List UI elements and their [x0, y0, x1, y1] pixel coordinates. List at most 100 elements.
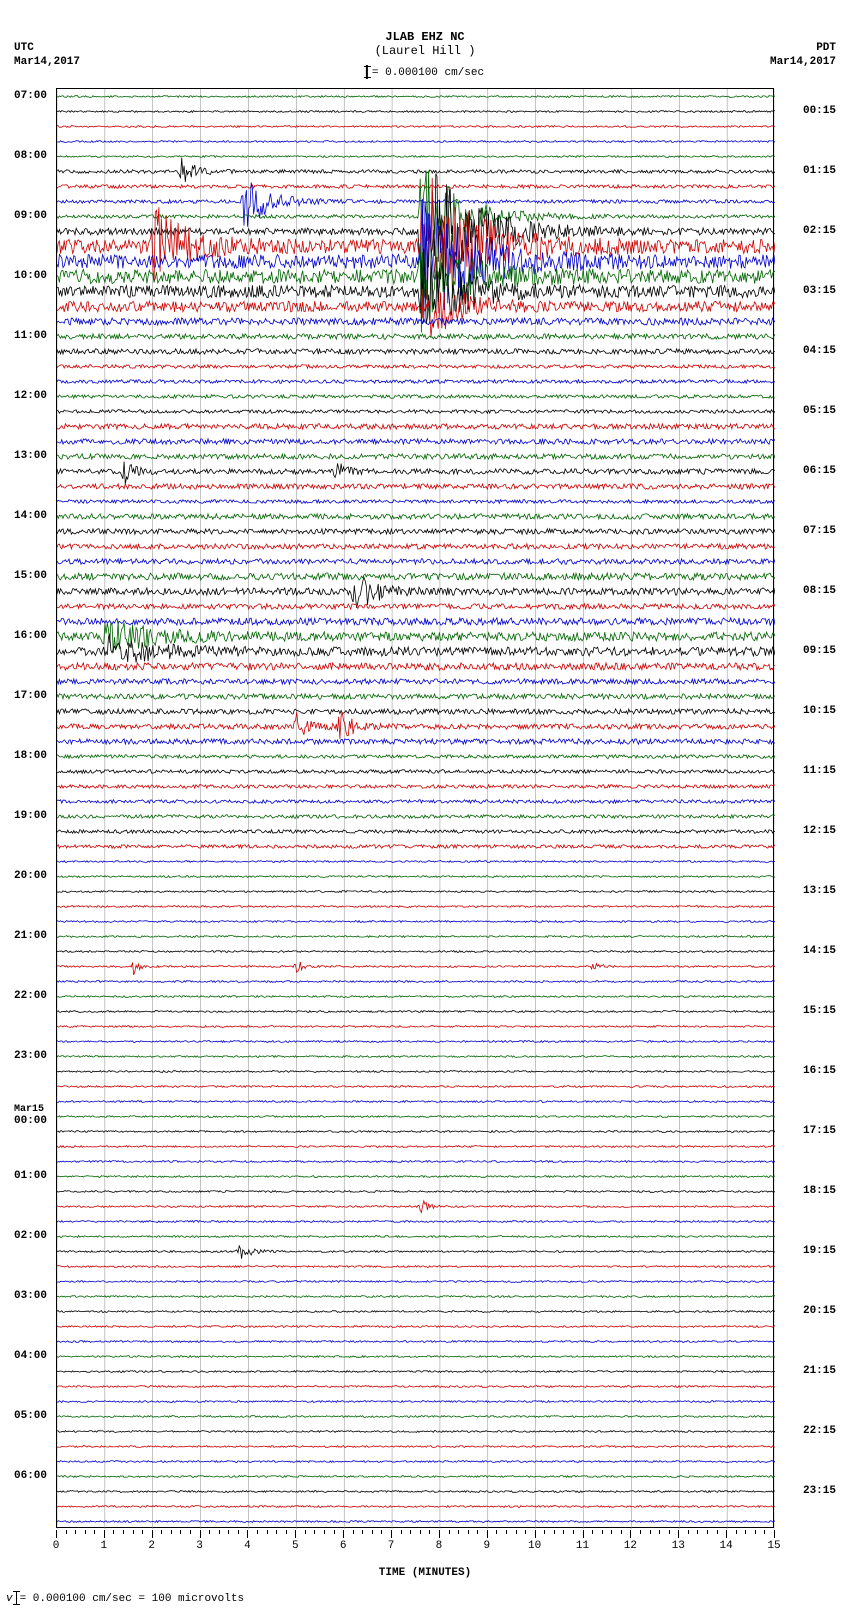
trace-row: [57, 815, 775, 819]
x-tick-label: 2: [148, 1540, 155, 1552]
trace-row: [57, 621, 775, 653]
right-hour-label: 05:15: [803, 405, 836, 417]
trace-row: [57, 1116, 775, 1118]
right-hour-label: 16:15: [803, 1065, 836, 1077]
left-hour-label: 13:00: [14, 450, 47, 462]
right-hour-label: 04:15: [803, 345, 836, 357]
trace-row: [57, 906, 775, 908]
right-hour-label: 10:15: [803, 705, 836, 717]
right-hour-label: 19:15: [803, 1245, 836, 1257]
trace-row: [57, 178, 775, 319]
left-hour-label: 14:00: [14, 510, 47, 522]
trace-row: [57, 1071, 775, 1073]
left-hour-label: 03:00: [14, 1290, 47, 1302]
trace-row: [57, 1086, 775, 1088]
right-hour-label: 20:15: [803, 1305, 836, 1317]
trace-row: [57, 1266, 775, 1268]
seismogram-plot: [56, 88, 774, 1528]
x-tick-label: 8: [436, 1540, 443, 1552]
trace-row: [57, 395, 775, 399]
trace-row: [57, 996, 775, 998]
trace-row: [57, 1011, 775, 1013]
left-hour-label: 10:00: [14, 270, 47, 282]
right-hour-label: 07:15: [803, 525, 836, 537]
timezone-left: UTC: [14, 42, 34, 54]
trace-row: [57, 1416, 775, 1418]
trace-row: [57, 183, 775, 227]
x-tick-label: 4: [244, 1540, 251, 1552]
trace-row: [57, 1446, 775, 1448]
trace-row: [57, 1191, 775, 1193]
trace-row: [57, 365, 775, 369]
trace-row: [57, 1296, 775, 1298]
trace-row: [57, 559, 775, 564]
right-hour-label: 02:15: [803, 225, 836, 237]
right-hour-label: 12:15: [803, 825, 836, 837]
x-axis-ticks: 0123456789101112131415: [56, 1530, 774, 1560]
trace-row: [57, 111, 775, 113]
trace-row: [57, 1161, 775, 1163]
x-tick-label: 5: [292, 1540, 299, 1552]
trace-row: [57, 410, 775, 414]
right-hour-label: 06:15: [803, 465, 836, 477]
trace-row: [57, 529, 775, 534]
left-hour-label: 01:00: [14, 1170, 47, 1182]
trace-row: [57, 921, 775, 923]
left-hour-label: 09:00: [14, 210, 47, 222]
left-hour-label: 20:00: [14, 870, 47, 882]
trace-row: [57, 573, 775, 580]
date-left: Mar14,2017: [14, 56, 80, 68]
trace-row: [57, 1101, 775, 1103]
x-tick-label: 11: [576, 1540, 589, 1552]
trace-row: [57, 1026, 775, 1028]
trace-row: [57, 1246, 775, 1259]
trace-row: [57, 424, 775, 429]
trace-row: [57, 618, 775, 625]
trace-row: [57, 1401, 775, 1403]
trace-row: [57, 1221, 775, 1223]
x-tick-label: 13: [672, 1540, 685, 1552]
left-hour-label: 18:00: [14, 750, 47, 762]
x-tick-label: 12: [624, 1540, 637, 1552]
trace-row: [57, 1281, 775, 1283]
right-hour-label: 03:15: [803, 285, 836, 297]
trace-row: [57, 1131, 775, 1133]
x-tick-label: 1: [101, 1540, 108, 1552]
right-hour-label: 11:15: [803, 765, 836, 777]
trace-row: [57, 1506, 775, 1508]
right-hour-label: 14:15: [803, 945, 836, 957]
x-tick-label: 6: [340, 1540, 347, 1552]
left-hour-label: 08:00: [14, 150, 47, 162]
trace-row: [57, 577, 775, 608]
trace-row: [57, 334, 775, 339]
footer-scale-text: = 0.000100 cm/sec = 100 microvolts: [20, 1593, 244, 1605]
right-hour-label: 08:15: [803, 585, 836, 597]
right-hour-label: 21:15: [803, 1365, 836, 1377]
left-hour-label: 11:00: [14, 330, 47, 342]
trace-row: [57, 171, 775, 251]
trace-row: [57, 380, 775, 384]
left-hour-label: Mar1500:00: [14, 1105, 47, 1127]
right-hour-label: 18:15: [803, 1185, 836, 1197]
trace-row: [57, 293, 775, 338]
left-hour-label: 12:00: [14, 390, 47, 402]
right-hour-label: 00:15: [803, 105, 836, 117]
trace-row: [57, 679, 775, 684]
trace-row: [57, 156, 775, 158]
trace-row: [57, 1311, 775, 1313]
x-tick-label: 15: [767, 1540, 780, 1552]
trace-row: [57, 1356, 775, 1358]
trace-row: [57, 158, 775, 182]
trace-row: [57, 1176, 775, 1178]
trace-row: [57, 951, 775, 953]
left-hour-label: 04:00: [14, 1350, 47, 1362]
trace-row: [57, 739, 775, 744]
scale-indicator: = 0.000100 cm/sec: [366, 65, 484, 79]
trace-row: [57, 694, 775, 699]
x-tick-label: 3: [196, 1540, 203, 1552]
x-tick-label: 14: [720, 1540, 733, 1552]
trace-row: [57, 514, 775, 519]
left-hour-label: 21:00: [14, 930, 47, 942]
trace-row: [57, 785, 775, 789]
trace-row: [57, 439, 775, 444]
